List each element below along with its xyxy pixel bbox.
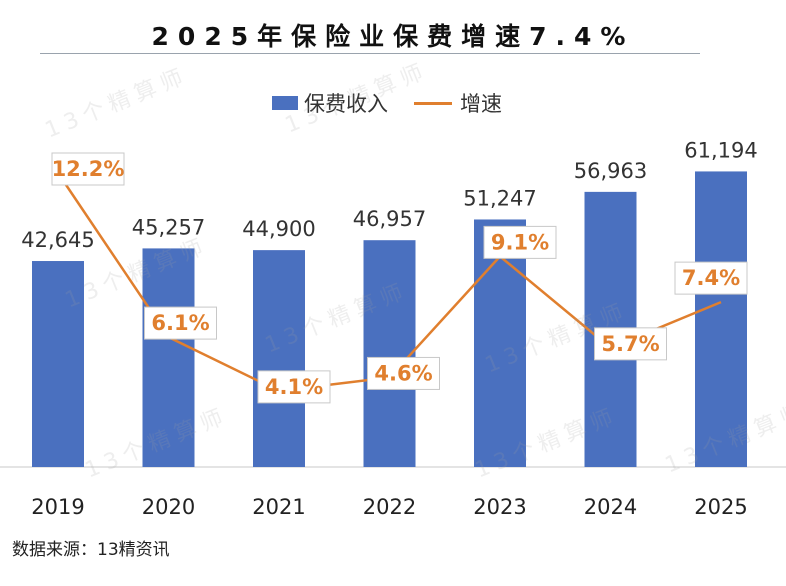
growth-rate-label-2023: 9.1%	[491, 230, 549, 254]
bar-value-label-2024: 56,963	[574, 159, 647, 183]
legend-bar-swatch-icon	[272, 96, 298, 110]
legend: 保费收入 增速	[272, 88, 528, 118]
growth-rate-callout-2025	[674, 261, 748, 295]
legend-line-swatch-icon	[414, 101, 452, 105]
growth-rate-callout-2019	[51, 152, 125, 186]
x-tick-label-2024: 2024	[584, 495, 637, 519]
bar-2020	[142, 248, 195, 467]
growth-rate-label-2021: 4.1%	[265, 375, 323, 399]
legend-label-premium: 保费收入	[304, 92, 388, 116]
legend-item-growth: 增速	[414, 88, 502, 118]
bar-2022	[363, 240, 416, 467]
growth-rate-label-2022: 4.6%	[374, 361, 432, 385]
growth-rate-label-2019: 12.2%	[52, 157, 125, 181]
growth-rate-callout-2020	[144, 306, 217, 340]
x-tick-label-2025: 2025	[694, 495, 747, 519]
growth-rate-label-2025: 7.4%	[682, 266, 740, 290]
title-divider	[40, 53, 700, 54]
bar-value-label-2022: 46,957	[353, 207, 426, 231]
chart-title: 2025年保险业保费增速7.4%	[151, 22, 635, 51]
bar-value-label-2019: 42,645	[21, 228, 94, 252]
bar-value-label-2025: 61,194	[684, 138, 757, 162]
growth-rate-callout-2023	[483, 225, 557, 259]
legend-item-premium: 保费收入	[272, 88, 388, 118]
source-note: 数据来源：13精资讯	[12, 540, 170, 560]
growth-rate-label-2024: 5.7%	[601, 332, 659, 356]
x-tick-label-2021: 2021	[252, 495, 305, 519]
x-tick-label-2019: 2019	[31, 495, 84, 519]
legend-label-growth: 增速	[460, 92, 502, 116]
growth-rate-callout-2021	[257, 370, 331, 404]
growth-rate-callout-2022	[367, 356, 440, 390]
growth-rate-callout-2024	[594, 327, 667, 361]
bar-2023	[474, 219, 526, 467]
bar-value-label-2020: 45,257	[132, 215, 205, 239]
x-tick-label-2023: 2023	[473, 495, 526, 519]
bar-2021	[253, 250, 305, 467]
x-tick-label-2022: 2022	[363, 495, 416, 519]
bar-value-label-2023: 51,247	[463, 186, 536, 210]
growth-rate-label-2020: 6.1%	[151, 311, 209, 335]
bar-2019	[32, 261, 84, 467]
chart-canvas: 42,645 2019 45,257 2020 44,900 2021 46,957 2022…	[0, 138, 786, 519]
x-tick-label-2020: 2020	[142, 495, 195, 519]
bar-2025	[695, 171, 747, 467]
bar-value-label-2021: 44,900	[242, 217, 315, 241]
